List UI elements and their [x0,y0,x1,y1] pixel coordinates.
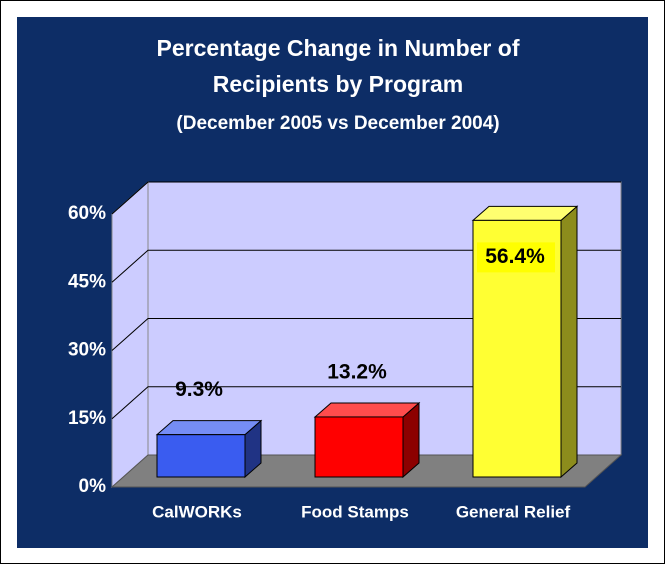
data-label: 9.3% [175,378,223,401]
data-label: 56.4% [485,245,545,268]
y-tick-label: 0% [79,476,107,497]
x-tick-label: CalWORKs [152,502,242,521]
y-tick-label: 45% [68,271,106,292]
chart-subtitle: (December 2005 vs December 2004) [176,113,499,134]
bar-top [155,420,263,436]
bar [314,416,404,478]
y-tick-label: 15% [68,408,106,429]
data-label-bg [477,242,555,273]
bar-side [560,205,578,479]
bar [156,434,246,478]
grid-line [111,318,621,351]
bar-top [313,402,421,418]
data-label: 13.2% [327,360,387,383]
y-tick-label: 60% [68,203,106,224]
y-tick-label: 30% [68,340,106,361]
bar-top [471,205,579,221]
grid-line [111,181,621,215]
grid-line [111,249,621,283]
x-tick-label: Food Stamps [301,502,409,521]
x-tick-label: General Relief [456,502,571,521]
grid-line [111,386,621,420]
chart-title: Percentage Change in Number of Recipients… [157,35,520,97]
